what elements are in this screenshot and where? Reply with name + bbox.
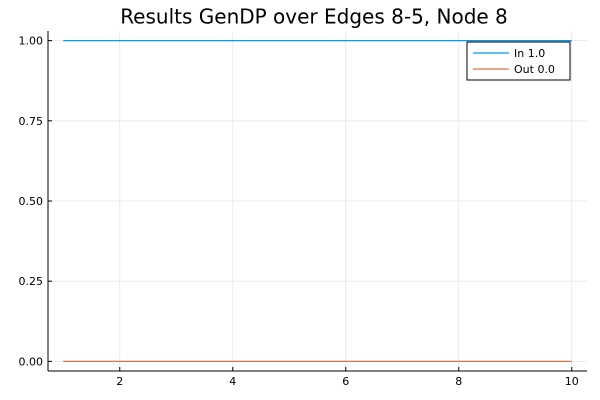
x-tick-label: 4 xyxy=(229,375,236,388)
legend: In 1.0 Out 0.0 xyxy=(466,41,571,81)
y-tick-label: 0.75 xyxy=(19,115,44,128)
x-tick-label: 8 xyxy=(455,375,462,388)
x-tick-label: 6 xyxy=(342,375,349,388)
chart-title: Results GenDP over Edges 8-5, Node 8 xyxy=(120,5,508,29)
x-tick-label: 10 xyxy=(565,375,579,388)
legend-box xyxy=(466,41,571,81)
y-tick-label: 0.00 xyxy=(19,355,44,368)
legend-label-2: Out 0.0 xyxy=(514,63,555,76)
axes: 2 4 6 8 10 0.00 0.25 0.50 0.75 1.00 xyxy=(19,31,587,388)
y-tick-label: 1.00 xyxy=(19,35,44,48)
y-tick-label: 0.50 xyxy=(19,195,44,208)
y-tick-label: 0.25 xyxy=(19,275,44,288)
series-lines xyxy=(63,39,572,363)
legend-label-1: In 1.0 xyxy=(514,47,545,60)
x-tick-label: 2 xyxy=(116,375,123,388)
